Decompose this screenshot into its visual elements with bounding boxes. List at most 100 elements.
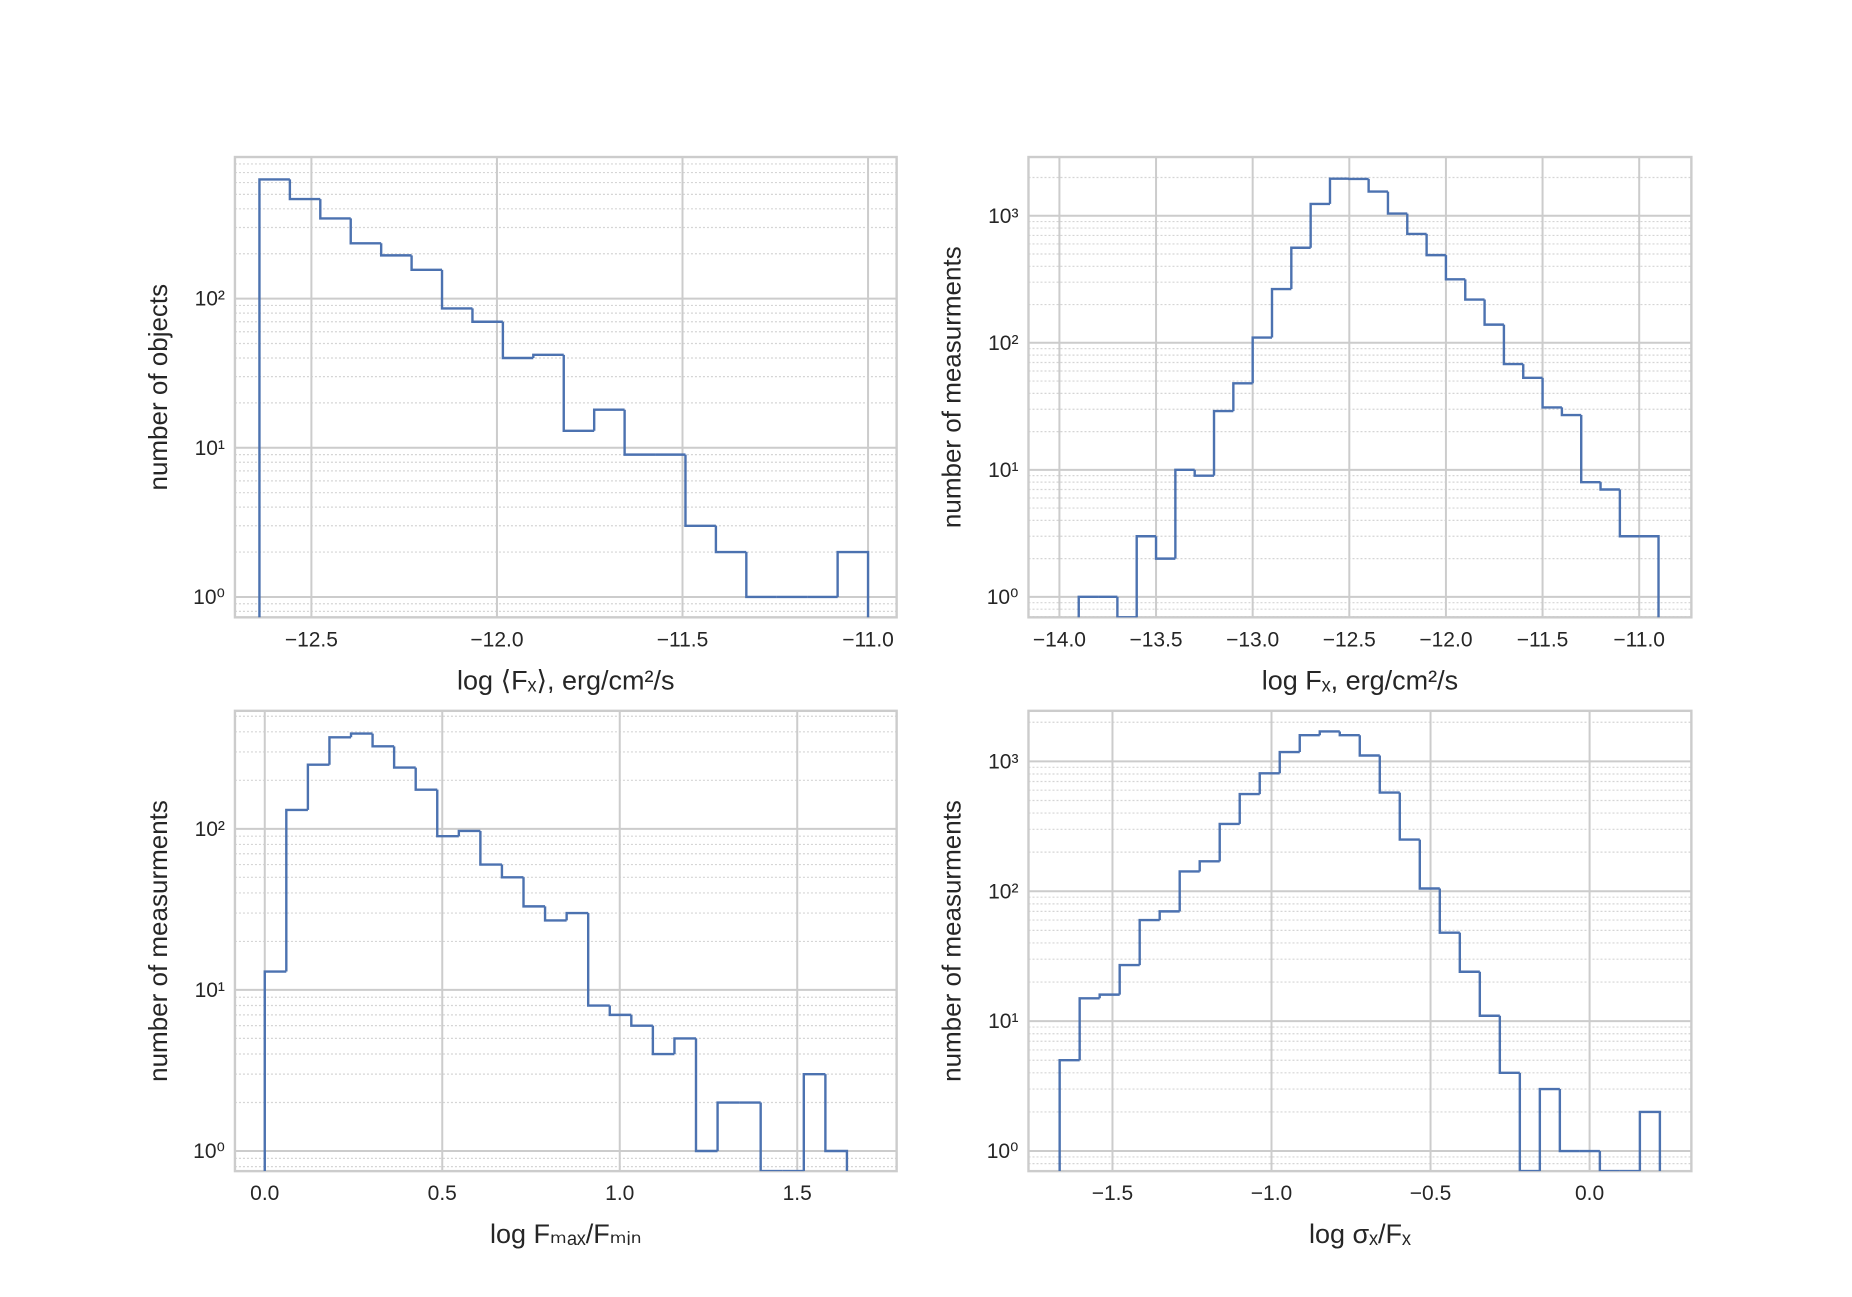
histogram-step [1538, 1087, 1560, 1172]
histogram-step [1599, 482, 1620, 491]
panel: 10⁰ 10¹ 10² 10³ −1.5 −1.0 −0.5 0.0 log σₓ/Fₓ numb… [936, 709, 1693, 1249]
histogram-step [1558, 1089, 1580, 1153]
y-tick-label: 10⁰ [193, 586, 225, 609]
histogram-step [759, 1102, 783, 1172]
histogram-step [1498, 1015, 1520, 1075]
histogram-step [1251, 336, 1272, 384]
histogram-step [371, 733, 395, 748]
x-tick-label: 0.0 [250, 1182, 279, 1205]
histogram-step [1118, 963, 1140, 995]
x-tick-label: −13.0 [1226, 628, 1279, 651]
histogram-step [684, 454, 716, 527]
x-tick-label: 1.5 [783, 1182, 812, 1205]
histogram-step [501, 321, 534, 360]
y-tick-label: 10⁰ [193, 1140, 225, 1163]
histogram-step [714, 525, 747, 554]
histogram-step [328, 736, 352, 765]
histogram-step [586, 913, 610, 1007]
histogram-step [1560, 407, 1582, 417]
histogram-step [1398, 792, 1420, 841]
histogram-step [1406, 213, 1427, 236]
histogram-step [562, 354, 595, 432]
histogram-step [500, 864, 524, 879]
histogram-step [285, 808, 308, 972]
histogram-step [1639, 535, 1660, 618]
x-tick-label: 0.0 [1575, 1182, 1604, 1205]
histogram-step [1158, 910, 1180, 921]
x-tick-label: −1.0 [1251, 1182, 1292, 1205]
histogram-step [471, 308, 503, 323]
histogram-step [1193, 469, 1215, 477]
panel: 10⁰ 10¹ 10² −12.5 −12.0 −11.5 −11.0 log ⟨Fₓ⟩, e… [143, 155, 898, 695]
histogram-step [1438, 888, 1460, 934]
histogram-step [630, 1014, 653, 1027]
histogram-step [1198, 860, 1220, 872]
histogram-step [1378, 755, 1400, 794]
histogram-step [414, 767, 438, 791]
histogram-step [532, 353, 564, 358]
x-tick-label: 1.0 [605, 1182, 634, 1205]
histogram-step [1483, 299, 1504, 326]
x-tick-label: −12.5 [1323, 628, 1376, 651]
histogram-step [522, 877, 546, 908]
axes-frame [233, 155, 898, 619]
histogram-step [716, 1101, 740, 1152]
histogram [258, 178, 870, 618]
x-tick-label: 0.5 [428, 1182, 457, 1205]
x-tick-label: −11.5 [657, 628, 709, 651]
histogram-step [440, 269, 473, 310]
x-tick-label: −11.0 [1613, 628, 1665, 651]
histogram-step [651, 1025, 675, 1056]
histogram-step [1178, 870, 1200, 912]
histogram-step [1618, 489, 1640, 538]
histogram-step [1174, 468, 1195, 559]
histogram-step [836, 550, 870, 618]
histogram-step [1212, 409, 1234, 476]
histogram-step [1541, 377, 1562, 409]
x-tick-label: −13.5 [1129, 628, 1182, 651]
histogram-step [1058, 1059, 1080, 1172]
axes-frame [1027, 709, 1693, 1173]
histogram-step [592, 408, 625, 431]
histogram-step [1518, 1072, 1540, 1172]
histogram-step [1309, 202, 1330, 248]
x-axis-label: log Fₘₐₓ/Fₘᵢₙ [490, 1219, 642, 1249]
histogram-step [1580, 415, 1601, 484]
histogram-step [1270, 287, 1292, 338]
histogram-step [1386, 191, 1408, 215]
y-tick-label: 10² [988, 880, 1018, 903]
histogram-step [410, 255, 443, 272]
y-axis-label: number of measurments [936, 246, 966, 528]
histogram-step [824, 1074, 849, 1172]
y-tick-label: 10² [195, 288, 225, 311]
histogram-step [319, 199, 351, 220]
histogram-step [288, 179, 321, 201]
histogram-step [1098, 993, 1120, 999]
histogram-step [349, 218, 382, 245]
histogram-step [1077, 595, 1099, 618]
x-axis-label: log Fₓ, erg/cm²/s [1262, 665, 1458, 695]
y-tick-label: 10¹ [195, 979, 225, 1002]
histogram-step [1522, 364, 1543, 380]
x-tick-label: −12.0 [470, 628, 523, 651]
x-tick-label: −12.5 [285, 628, 338, 651]
histogram [1077, 177, 1660, 618]
histogram-step [1290, 246, 1311, 290]
histogram-step [694, 1038, 718, 1153]
histogram-step [1638, 1110, 1662, 1172]
histogram-step [1135, 535, 1157, 618]
x-tick-label: −11.0 [842, 628, 894, 651]
y-axis-label: number of measurments [143, 800, 173, 1082]
histogram-step [1458, 932, 1480, 973]
histogram-step [306, 763, 330, 810]
y-tick-label: 10¹ [988, 459, 1018, 482]
histogram [263, 732, 849, 1172]
axes-frame [1027, 155, 1693, 619]
histogram-step [623, 409, 656, 456]
histogram-step [1464, 279, 1485, 301]
histogram-step [1154, 536, 1176, 560]
histogram-step [565, 911, 589, 921]
histogram-step [457, 829, 481, 837]
y-tick-label: 10⁰ [987, 1140, 1019, 1163]
